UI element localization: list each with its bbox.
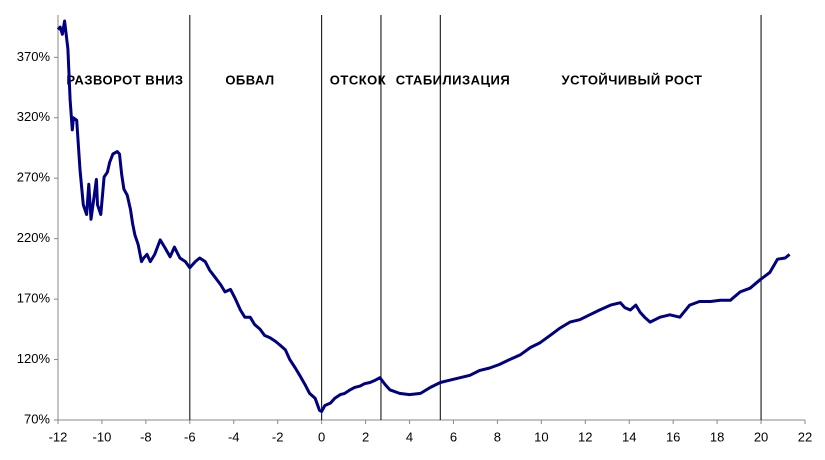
x-tick-label: 4: [406, 429, 413, 444]
y-tick-label: 70%: [24, 411, 50, 426]
y-tick-label: 220%: [17, 230, 51, 245]
x-tick-label: 6: [450, 429, 457, 444]
x-tick-label: 14: [622, 429, 636, 444]
x-tick-label: 12: [578, 429, 592, 444]
y-tick-label: 270%: [17, 170, 51, 185]
annotation: РАЗВОРОТ ВНИЗ: [66, 72, 183, 87]
x-tick-label: 8: [494, 429, 501, 444]
x-tick-label: -2: [272, 429, 284, 444]
annotation: ОБВАЛ: [225, 72, 274, 87]
y-tick-label: 120%: [17, 351, 51, 366]
annotation: УСТОЙЧИВЫЙ РОСТ: [562, 72, 703, 87]
x-tick-label: 22: [798, 429, 812, 444]
y-tick-label: 320%: [17, 109, 51, 124]
x-tick-label: -10: [93, 429, 112, 444]
data-line: [56, 19, 791, 413]
x-tick-label: -12: [49, 429, 68, 444]
x-tick-label: 0: [318, 429, 325, 444]
x-tick-label: 10: [534, 429, 548, 444]
annotation: СТАБИЛИЗАЦИЯ: [396, 72, 510, 87]
x-tick-label: 18: [710, 429, 724, 444]
y-tick-label: 370%: [17, 49, 51, 64]
x-tick-label: -8: [140, 429, 152, 444]
x-tick-label: -4: [228, 429, 240, 444]
x-tick-label: 20: [754, 429, 768, 444]
x-tick-label: 16: [666, 429, 680, 444]
x-tick-label: 2: [362, 429, 369, 444]
annotation: ОТСКОК: [330, 72, 386, 87]
y-tick-label: 170%: [17, 291, 51, 306]
x-tick-label: -6: [184, 429, 196, 444]
